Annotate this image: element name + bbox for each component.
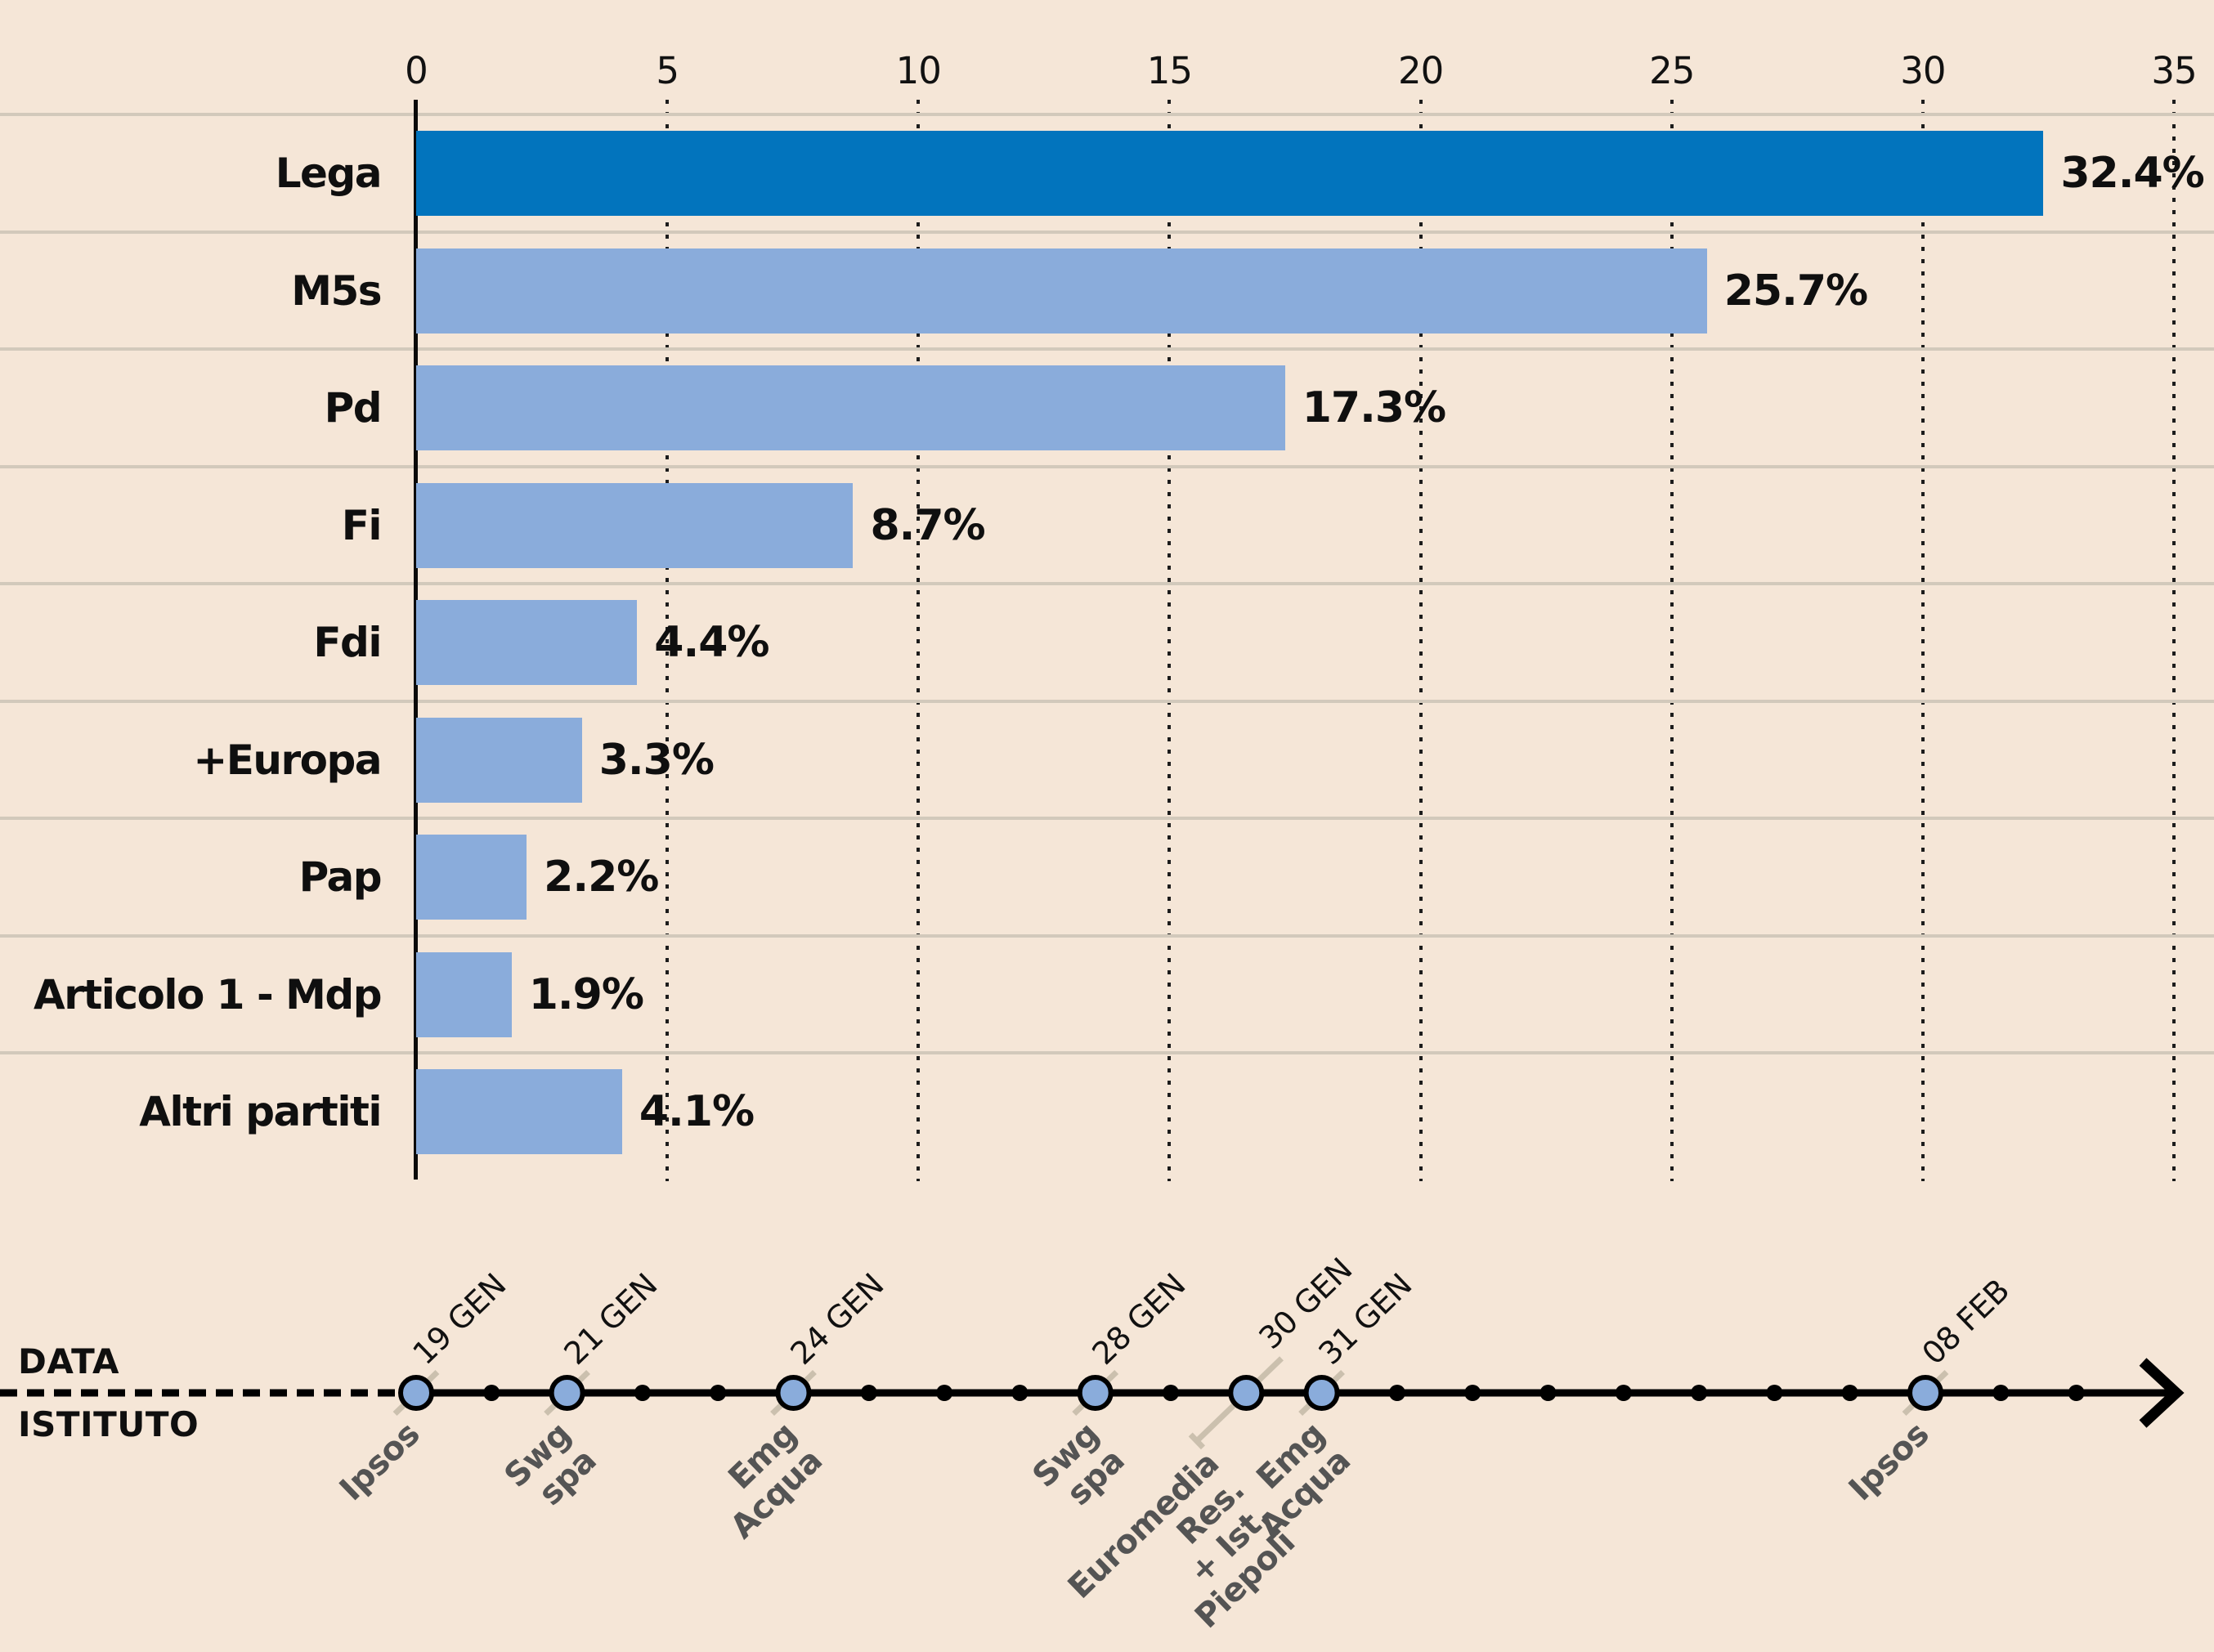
timeline-major-dot[interactable]: [398, 1375, 434, 1411]
timeline-minor-dot: [1992, 1385, 2010, 1401]
bar[interactable]: [416, 131, 2044, 216]
bar-category-label: Pd: [324, 384, 383, 432]
bar-category-label: Fdi: [313, 619, 382, 666]
row-separator: [0, 933, 2214, 938]
bar[interactable]: [416, 951, 512, 1037]
timeline-minor-dot: [1539, 1385, 1557, 1401]
row-separator: [0, 1051, 2214, 1054]
timeline-minor-dot: [860, 1385, 877, 1401]
timeline-major-dot[interactable]: [775, 1375, 812, 1411]
x-axis-tick-label: 30: [1900, 49, 1946, 92]
timeline-minor-dot: [1464, 1385, 1481, 1401]
bar-category-label: Altri partiti: [139, 1088, 382, 1135]
timeline-major-dot[interactable]: [1907, 1375, 1943, 1411]
bar-category-label: Fi: [341, 501, 383, 549]
row-separator: [0, 464, 2214, 468]
timeline-minor-dot: [1841, 1385, 1858, 1401]
timeline-minor-dot: [710, 1385, 727, 1401]
bar-value-label: 4.4%: [654, 618, 769, 667]
timeline-major-dot[interactable]: [549, 1375, 585, 1411]
timeline-minor-dot: [1388, 1385, 1405, 1401]
row-separator: [0, 582, 2214, 585]
bar-value-label: 32.4%: [2060, 149, 2204, 198]
row-separator: [0, 347, 2214, 351]
x-axis-tick-label: 10: [895, 49, 942, 92]
timeline-institute-axis-title: ISTITUTO: [18, 1404, 199, 1444]
bar[interactable]: [416, 835, 527, 920]
timeline-minor-dot: [2068, 1385, 2085, 1401]
bar[interactable]: [416, 248, 1707, 334]
bar-category-label: Articolo 1 - Mdp: [34, 970, 382, 1019]
leader-line: [1254, 1356, 1284, 1385]
timeline-date-axis-title: DATA: [18, 1341, 120, 1381]
bar-value-label: 4.1%: [639, 1087, 755, 1136]
grid-line: [666, 100, 670, 1181]
bar-value-label: 17.3%: [1302, 383, 1446, 432]
bar[interactable]: [416, 482, 854, 568]
row-separator: [0, 230, 2214, 234]
grid-line: [1920, 100, 1925, 1181]
x-axis-tick-label: 35: [2151, 49, 2197, 92]
leader-line: [1194, 1401, 1238, 1444]
bar-value-label: 8.7%: [870, 500, 985, 550]
leader-cap: [1188, 1432, 1205, 1450]
bar-value-label: 2.2%: [544, 853, 659, 902]
timeline-major-dot[interactable]: [1303, 1375, 1340, 1411]
row-separator: [0, 113, 2214, 116]
arrowhead-icon: [2139, 1358, 2185, 1428]
timeline-minor-dot: [1615, 1385, 1632, 1401]
x-axis-tick-label: 15: [1146, 49, 1193, 92]
timeline-minor-dot: [634, 1385, 651, 1401]
grid-line: [1418, 100, 1423, 1181]
bar-category-label: Pap: [298, 853, 383, 901]
timeline-minor-dot: [936, 1385, 953, 1401]
row-separator: [0, 817, 2214, 820]
row-separator: [0, 699, 2214, 703]
timeline-minor-dot: [1766, 1385, 1783, 1401]
timeline-major-dot[interactable]: [1077, 1375, 1114, 1411]
bar-category-label: Lega: [275, 150, 383, 197]
bar-value-label: 3.3%: [598, 735, 715, 785]
bar[interactable]: [416, 1069, 622, 1154]
bar-category-label: M5s: [291, 266, 382, 315]
bar[interactable]: [416, 600, 638, 685]
grid-line: [2172, 100, 2176, 1181]
bar[interactable]: [416, 365, 1285, 450]
bar-value-label: 1.9%: [528, 969, 644, 1019]
value-axis-line: [414, 100, 418, 1180]
x-axis-tick-label: 0: [405, 49, 428, 92]
x-axis-tick-label: 25: [1649, 49, 1695, 92]
grid-line: [1168, 100, 1172, 1181]
bar-category-label: +Europa: [193, 736, 382, 784]
bar-value-label: 25.7%: [1723, 266, 1868, 316]
timeline-minor-dot: [1691, 1385, 1708, 1401]
bar[interactable]: [416, 717, 582, 803]
x-axis-tick-label: 20: [1397, 49, 1444, 92]
timeline-minor-dot: [1011, 1385, 1029, 1401]
grid-line: [1669, 100, 1674, 1181]
timeline-minor-dot: [1163, 1385, 1179, 1401]
x-axis-tick-label: 5: [656, 49, 679, 92]
timeline-minor-dot: [483, 1385, 500, 1401]
grid-line: [917, 100, 921, 1181]
timeline-major-dot[interactable]: [1228, 1375, 1265, 1411]
